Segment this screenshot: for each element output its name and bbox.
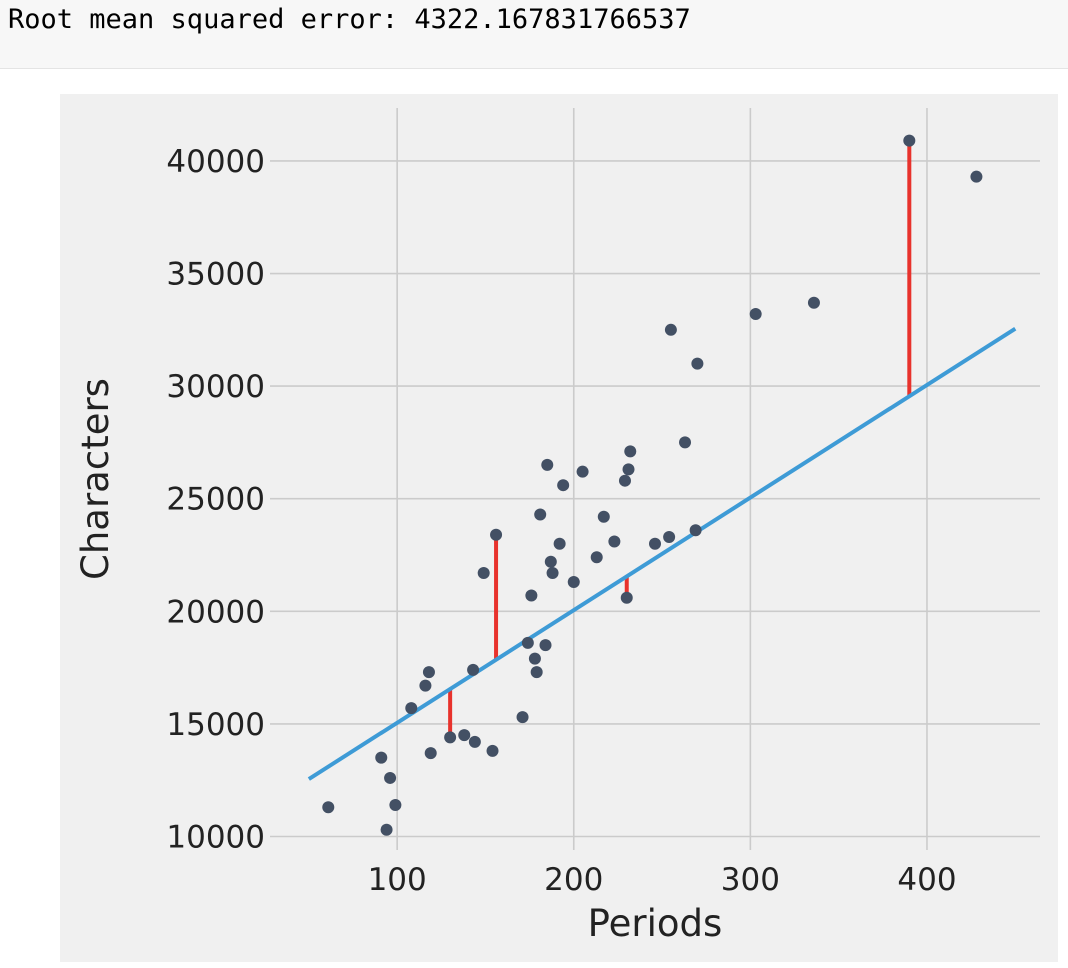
data-point xyxy=(663,530,676,543)
data-points xyxy=(322,134,983,836)
y-tick-label: 20000 xyxy=(166,594,265,630)
data-point xyxy=(405,702,418,715)
data-point xyxy=(468,735,481,748)
y-tick-label: 35000 xyxy=(166,257,265,293)
data-point xyxy=(380,823,393,836)
data-point xyxy=(444,731,457,744)
x-tick-label: 400 xyxy=(897,862,956,898)
x-tick-label: 200 xyxy=(544,862,603,898)
data-point xyxy=(424,747,437,760)
data-point xyxy=(521,636,534,649)
x-tick-label: 100 xyxy=(368,862,427,898)
data-point xyxy=(516,711,529,724)
data-point xyxy=(624,445,637,458)
data-point xyxy=(576,465,589,478)
data-point xyxy=(553,537,566,550)
data-point xyxy=(525,589,538,602)
data-point xyxy=(622,463,635,476)
y-axis-label: Characters xyxy=(74,378,117,580)
data-point xyxy=(544,555,557,568)
data-point xyxy=(458,729,471,742)
y-tick-labels: 10000 15000 20000 25000 30000 35000 40000 xyxy=(166,144,265,856)
figure-background xyxy=(60,94,1058,962)
y-tick-label: 30000 xyxy=(166,369,265,405)
x-axis-label: Periods xyxy=(588,902,723,945)
data-point xyxy=(689,524,702,537)
data-point xyxy=(970,170,983,183)
data-point xyxy=(649,537,661,550)
data-point xyxy=(322,801,335,814)
data-point xyxy=(477,567,490,580)
data-point xyxy=(530,666,543,679)
data-point xyxy=(375,751,388,764)
data-point xyxy=(486,744,499,757)
data-point xyxy=(419,679,432,692)
data-point xyxy=(557,479,570,492)
data-point xyxy=(679,436,692,449)
data-point xyxy=(590,551,603,564)
data-point xyxy=(691,357,704,370)
data-point xyxy=(903,134,916,147)
data-point xyxy=(664,323,677,336)
data-point xyxy=(597,510,610,523)
grid-lines xyxy=(270,108,1040,850)
residual-segments xyxy=(448,140,912,738)
data-point xyxy=(534,508,547,521)
data-point xyxy=(618,474,631,487)
data-point xyxy=(541,458,554,471)
y-tick-label: 40000 xyxy=(166,144,265,180)
data-point xyxy=(567,576,580,589)
y-tick-label: 10000 xyxy=(166,819,265,855)
data-point xyxy=(620,591,633,604)
regression-line xyxy=(307,326,1017,781)
data-point xyxy=(539,639,552,652)
data-point xyxy=(389,798,402,811)
x-tick-label: 300 xyxy=(721,862,780,898)
data-point xyxy=(422,666,435,679)
data-point xyxy=(749,308,762,321)
data-point xyxy=(546,567,559,580)
data-point xyxy=(490,528,503,541)
rmse-output-text: Root mean squared error: 4322.1678317665… xyxy=(8,4,691,35)
data-point xyxy=(467,663,480,676)
data-point xyxy=(608,535,621,548)
data-point xyxy=(528,652,541,665)
y-tick-label: 15000 xyxy=(166,707,265,743)
data-point xyxy=(807,296,820,309)
data-point xyxy=(384,771,397,784)
x-tick-labels: 100 200 300 400 xyxy=(368,862,957,898)
y-tick-label: 25000 xyxy=(166,482,265,518)
cell-output-area: Root mean squared error: 4322.1678317665… xyxy=(0,0,1068,69)
